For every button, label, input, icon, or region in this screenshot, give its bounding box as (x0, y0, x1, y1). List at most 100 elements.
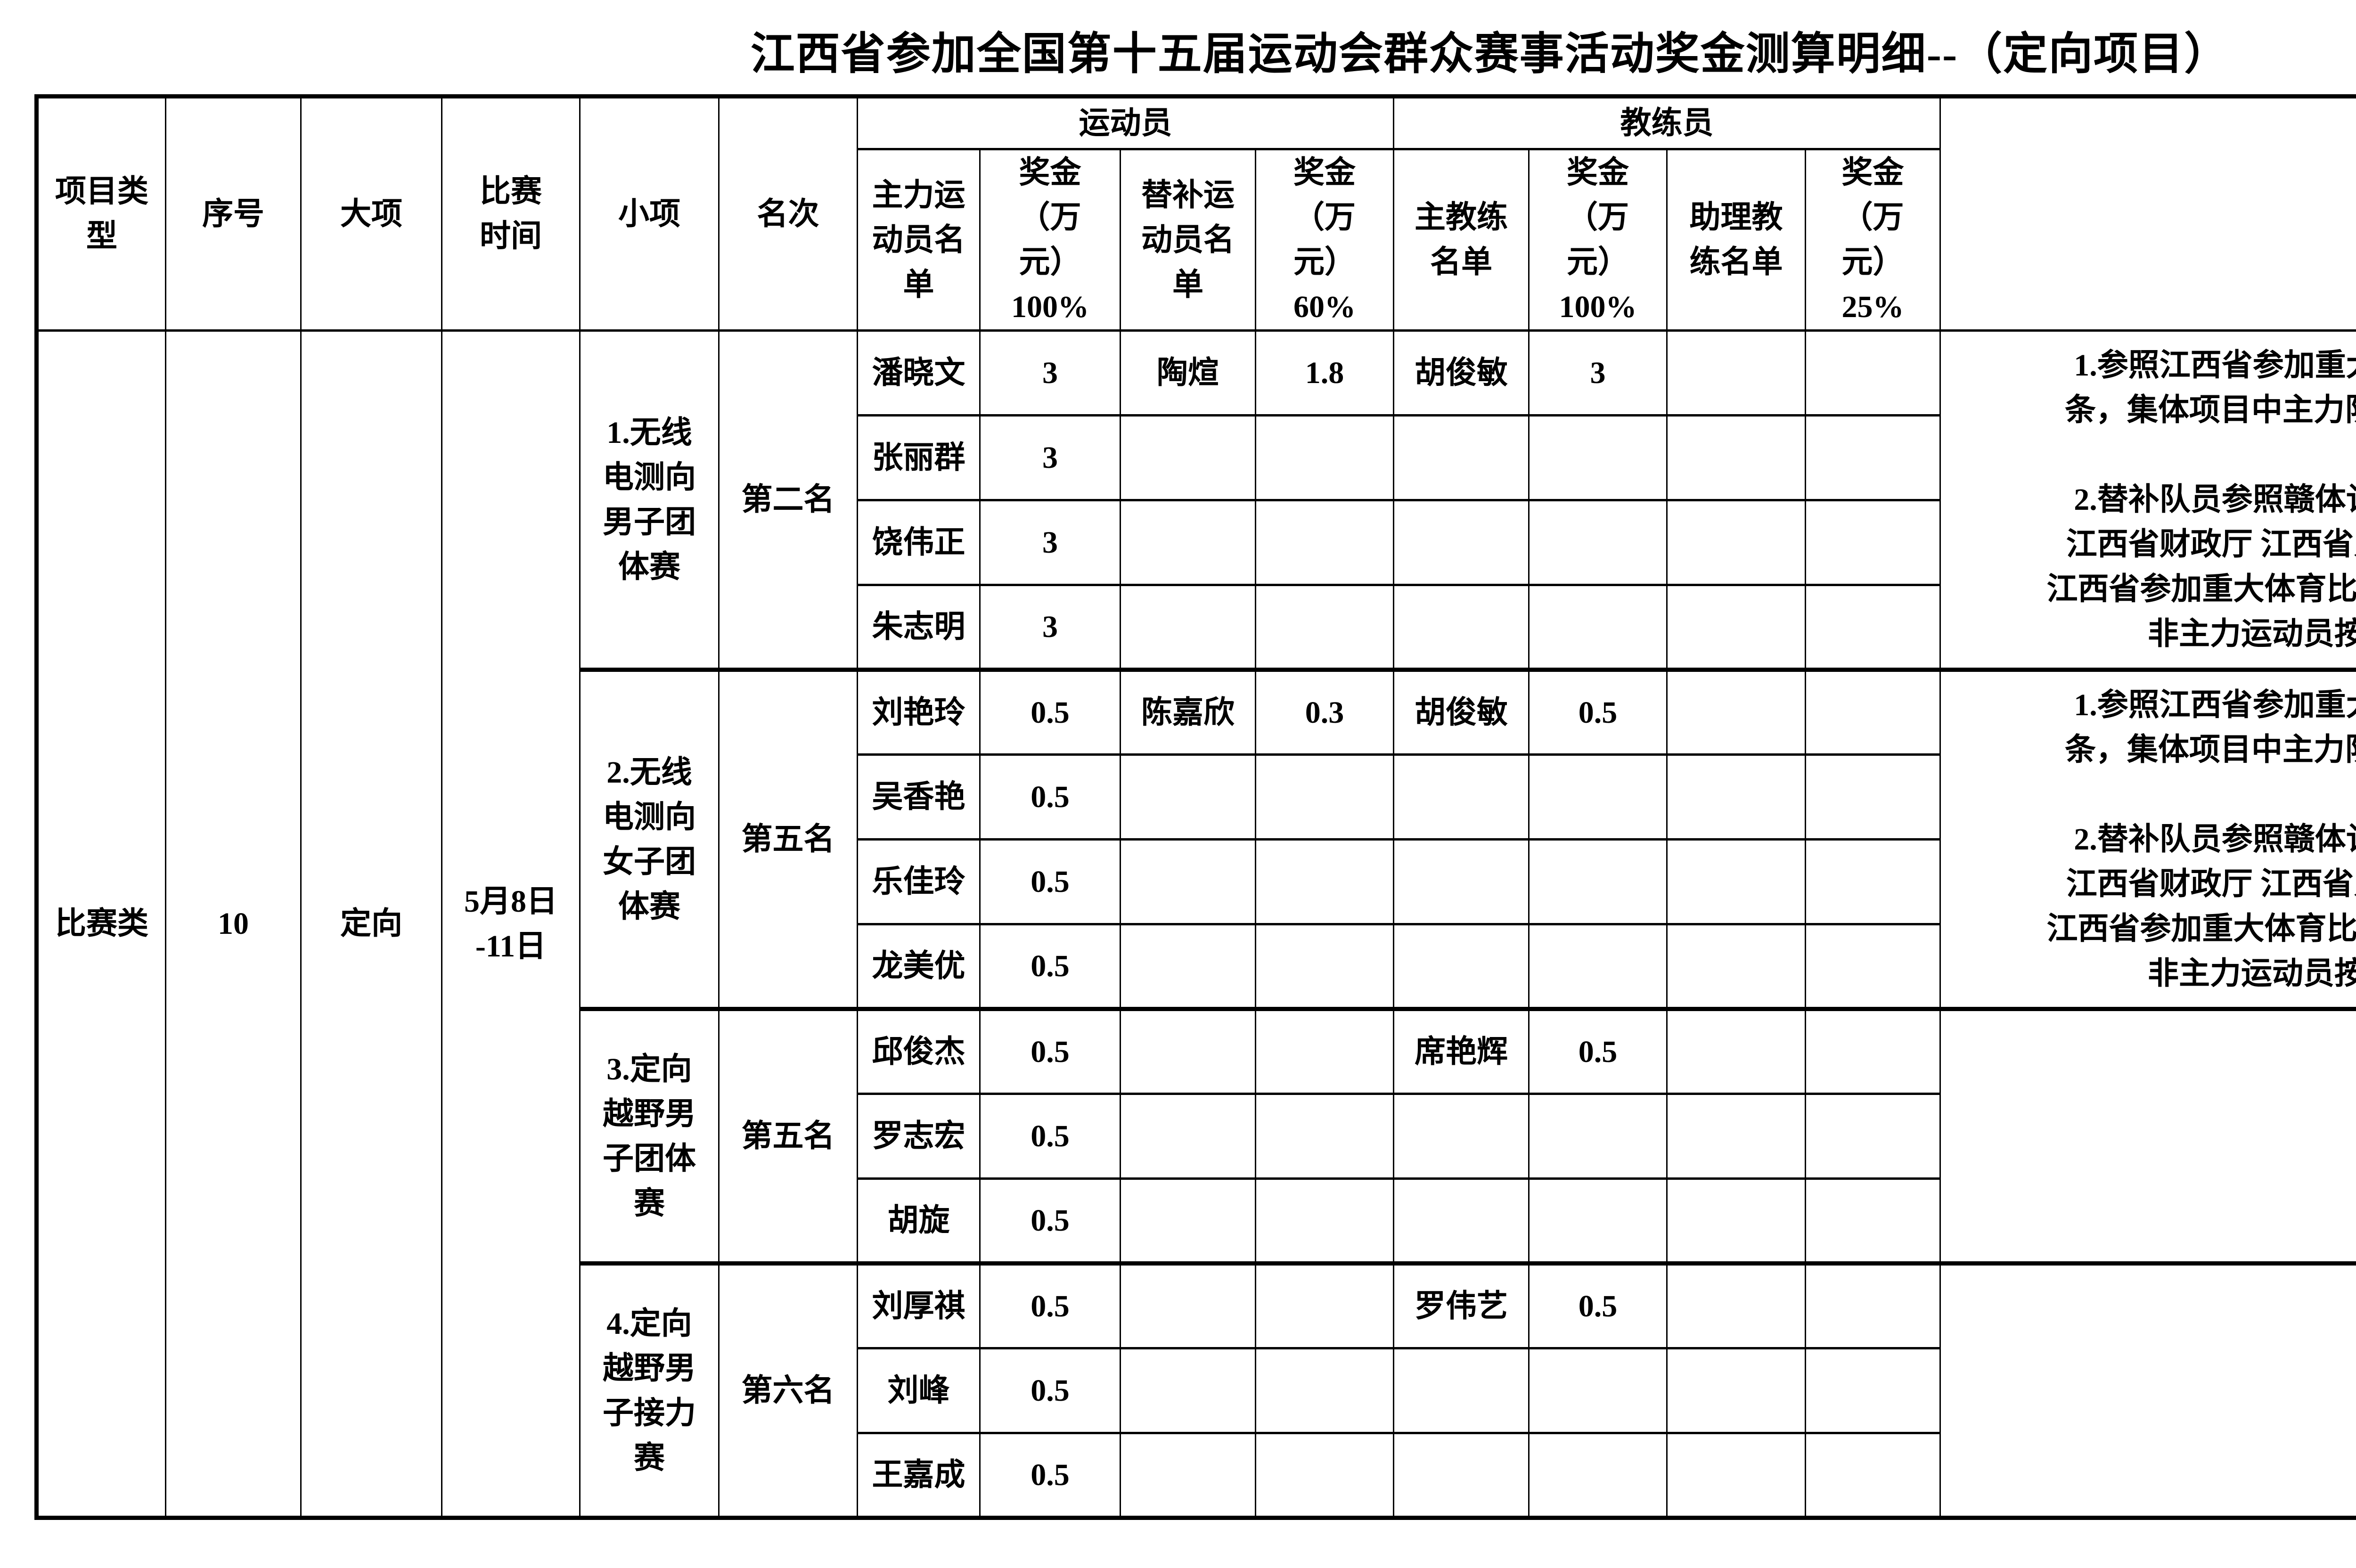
cell-main-bonus: 0.5 (979, 1432, 1121, 1519)
cell-main-bonus: 0.5 (979, 1007, 1121, 1095)
cell-head-coach: 胡俊敏 (1393, 329, 1530, 416)
table-row: 饶伟正 3 (37, 499, 2356, 586)
cell-main-bonus: 0.5 (979, 1177, 1121, 1265)
cell-head-coach-bonus: 0.5 (1528, 1007, 1668, 1095)
cell-assistant-coach-bonus (1805, 584, 1941, 671)
cell-rank: 第五名 (718, 1007, 858, 1265)
cell-competition-time: 5月8日 -11日 (441, 329, 581, 1519)
cell-main-bonus: 3 (979, 499, 1121, 586)
cell-main-athlete: 邱俊杰 (857, 1007, 981, 1095)
cell-head-coach (1393, 838, 1530, 925)
cell-remark: 1.参照江西省参加重大体育比赛奖励资金分配细则第三 条，集体项目中主力队员与非主… (1939, 329, 2356, 671)
cell-assistant-coach (1666, 1432, 1806, 1519)
cell-main-athlete: 朱志明 (857, 584, 981, 671)
cell-assistant-coach (1666, 1261, 1806, 1349)
cell-main-athlete: 龙美优 (857, 923, 981, 1010)
cell-rank: 第二名 (718, 329, 858, 671)
cell-substitute-athlete (1120, 1177, 1256, 1265)
cell-head-coach-bonus (1528, 414, 1668, 501)
header-project-type: 项目类 型 (36, 95, 166, 332)
cell-main-athlete: 饶伟正 (857, 499, 981, 586)
cell-main-bonus: 3 (979, 584, 1121, 671)
header-head-coach-bonus: 奖金 （万 元） 100% (1528, 148, 1668, 332)
table-row: 张丽群 3 (37, 414, 2356, 501)
header-coach-group: 教练员 (1393, 95, 1941, 150)
cell-substitute-bonus (1255, 1007, 1394, 1095)
cell-minor-event: 3.定向 越野男 子团体 赛 (579, 1007, 720, 1265)
cell-assistant-coach-bonus (1805, 499, 1941, 586)
page-title: 江西省参加全国第十五届运动会群众赛事活动奖金测算明细--（定向项目） (750, 30, 2230, 79)
cell-head-coach (1393, 1432, 1530, 1519)
cell-main-bonus: 0.5 (979, 1093, 1121, 1180)
cell-assistant-coach (1666, 838, 1806, 925)
cell-main-bonus: 0.5 (979, 668, 1121, 756)
cell-rank: 第五名 (718, 668, 858, 1010)
header-rank: 名次 (718, 95, 858, 332)
cell-substitute-athlete (1120, 838, 1256, 925)
cell-minor-event: 1.无线 电测向 男子团 体赛 (579, 329, 720, 671)
cell-head-coach-bonus (1528, 1347, 1668, 1434)
header-minor-event: 小项 (579, 95, 720, 332)
header-substitute-athlete-bonus: 奖金 （万 元） 60% (1255, 148, 1394, 332)
table-row: 罗志宏 0.5 (37, 1093, 2356, 1180)
header-major-event: 大项 (300, 95, 442, 332)
cell-substitute-bonus (1255, 414, 1394, 501)
cell-assistant-coach (1666, 1177, 1806, 1265)
cell-assistant-coach-bonus (1805, 1177, 1941, 1265)
cell-substitute-bonus (1255, 1347, 1394, 1434)
cell-substitute-athlete (1120, 584, 1256, 671)
table-row: 比赛类 10 定向 5月8日 -11日 1.无线 电测向 男子团 体赛 第二名 … (36, 329, 2356, 1519)
cell-main-bonus: 0.5 (979, 838, 1121, 925)
cell-head-coach: 席艳辉 (1393, 1007, 1530, 1095)
cell-substitute-bonus (1255, 753, 1394, 841)
cell-minor-event: 4.定向 越野男 子接力 赛 (579, 1261, 720, 1519)
cell-head-coach (1393, 499, 1530, 586)
cell-assistant-coach (1666, 499, 1806, 586)
cell-head-coach-bonus (1528, 1177, 1668, 1265)
cell-remark (1939, 1261, 2356, 1519)
cell-head-coach-bonus (1528, 753, 1668, 841)
cell-project-type: 比赛类 (36, 329, 166, 1519)
cell-assistant-coach-bonus (1805, 1093, 1941, 1180)
cell-head-coach-bonus (1528, 584, 1668, 671)
cell-assistant-coach (1666, 1007, 1806, 1095)
cell-substitute-athlete (1120, 1432, 1256, 1519)
header-main-athlete-bonus: 奖金 （万 元） 100% (979, 148, 1121, 332)
table-row: 4.定向 越野男 子接力 赛 第六名 刘厚祺 0.5 罗伟艺 0.5 (37, 1261, 2356, 1519)
cell-head-coach (1393, 1177, 1530, 1265)
header-seq-no: 序号 (165, 95, 302, 332)
cell-substitute-bonus (1255, 1093, 1394, 1180)
cell-main-athlete: 张丽群 (857, 414, 981, 501)
cell-assistant-coach (1666, 329, 1806, 416)
cell-main-athlete: 刘峰 (857, 1347, 981, 1434)
cell-main-athlete: 刘艳玲 (857, 668, 981, 756)
cell-assistant-coach-bonus (1805, 838, 1941, 925)
cell-head-coach (1393, 414, 1530, 501)
cell-substitute-athlete (1120, 1007, 1256, 1095)
cell-head-coach-bonus (1528, 1093, 1668, 1180)
cell-major-event: 定向 (300, 329, 442, 1519)
cell-main-athlete: 罗志宏 (857, 1093, 981, 1180)
cell-remark: 1.参照江西省参加重大体育比赛奖励资金分配细则第三 条，集体项目中主力队员与非主… (1939, 668, 2356, 1010)
cell-main-bonus: 3 (979, 329, 1121, 416)
cell-substitute-athlete (1120, 1093, 1256, 1180)
cell-substitute-bonus (1255, 584, 1394, 671)
cell-remark (1939, 1007, 2356, 1265)
cell-head-coach (1393, 923, 1530, 1010)
table-row: 王嘉成 0.5 (37, 1432, 2356, 1519)
cell-substitute-athlete (1120, 1347, 1256, 1434)
cell-substitute-bonus (1255, 1177, 1394, 1265)
header-athlete-group: 运动员 (857, 95, 1394, 150)
table-row: 吴香艳 0.5 (37, 753, 2356, 841)
cell-assistant-coach (1666, 584, 1806, 671)
table-row: 胡旋 0.5 (37, 1177, 2356, 1265)
cell-head-coach-bonus: 0.5 (1528, 1261, 1668, 1349)
cell-main-bonus: 0.5 (979, 1347, 1121, 1434)
cell-assistant-coach (1666, 753, 1806, 841)
cell-assistant-coach (1666, 1093, 1806, 1180)
cell-assistant-coach (1666, 1347, 1806, 1434)
cell-head-coach: 罗伟艺 (1393, 1261, 1530, 1349)
table-header-group-row: 项目类 型 序号 大项 比赛 时间 小项 名次 运动员 教练员 备注 (36, 95, 2356, 332)
header-remark: 备注 (1939, 95, 2356, 332)
cell-assistant-coach (1666, 923, 1806, 1010)
